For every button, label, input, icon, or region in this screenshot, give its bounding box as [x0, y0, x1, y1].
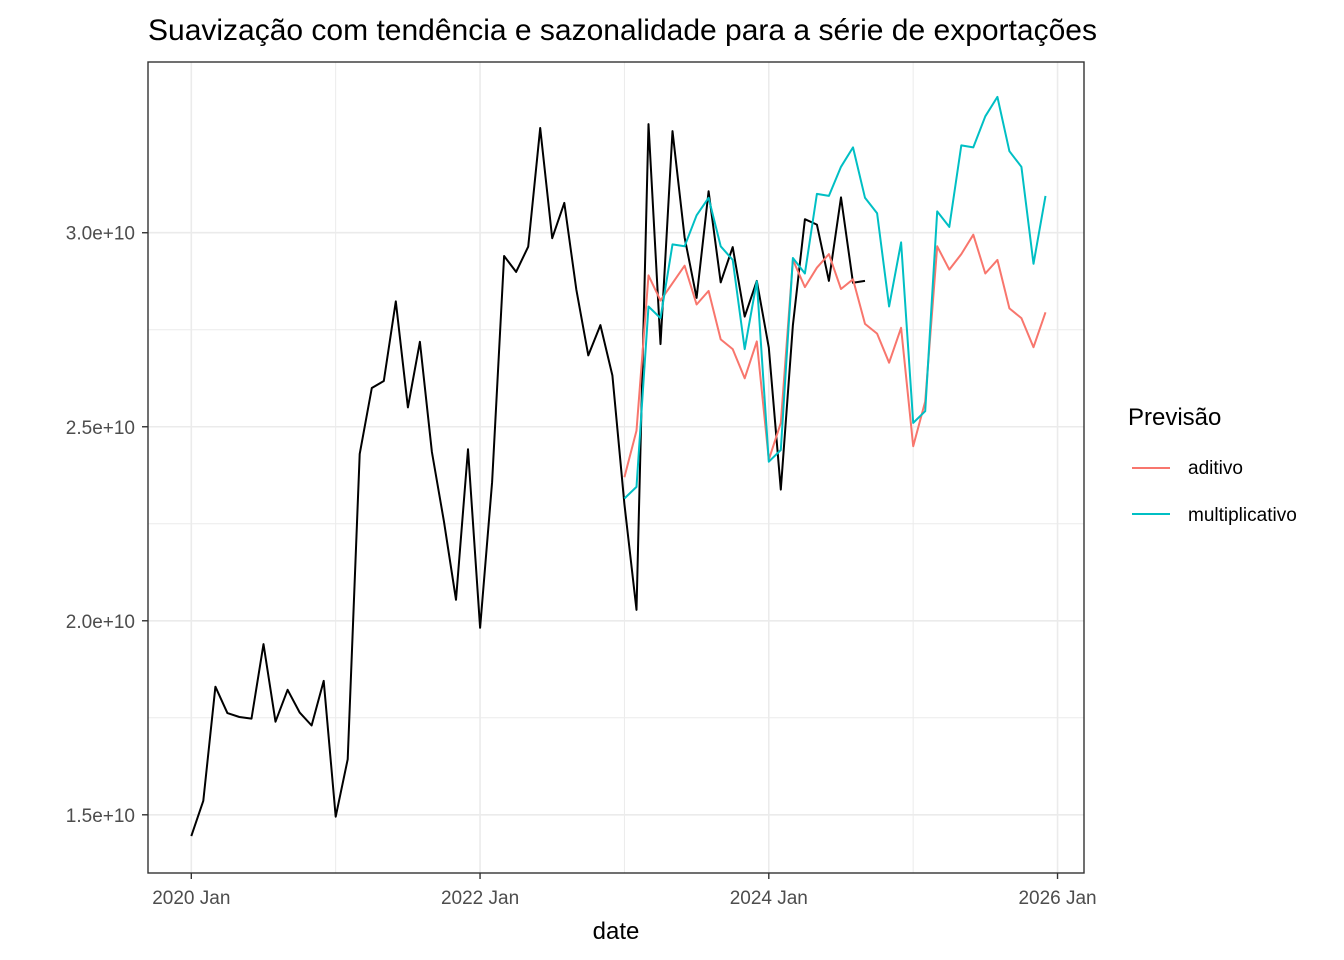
- y-tick-label: 3.0e+10: [66, 224, 135, 245]
- legend-label-aditivo: aditivo: [1188, 458, 1243, 479]
- plot-area: 1.5e+10 2.0e+10 2.5e+10 3.0e+10 2020 Jan 2022…: [66, 61, 1097, 909]
- y-tick-label: 2.5e+10: [66, 418, 135, 439]
- panel-border: [147, 61, 1085, 874]
- x-tick-label: 2022 Jan: [441, 888, 519, 909]
- legend-label-multiplicativo: multiplicativo: [1188, 505, 1297, 526]
- x-tick-label: 2020 Jan: [152, 888, 230, 909]
- legend: Previsão aditivo multiplicativo: [1128, 404, 1297, 526]
- x-tick-label: 2026 Jan: [1018, 888, 1096, 909]
- series-line-observado: [190, 123, 866, 837]
- series-line-aditivo: [623, 233, 1047, 478]
- legend-title: Previsão: [1128, 404, 1221, 431]
- chart-title: Suavização com tendência e sazonalidade …: [148, 14, 1097, 47]
- y-tick-label: 1.5e+10: [66, 806, 135, 827]
- y-tick-label: 2.0e+10: [66, 612, 135, 633]
- x-axis-title: date: [593, 918, 640, 945]
- series-line-multiplicativo: [623, 95, 1047, 500]
- x-tick-label: 2024 Jan: [730, 888, 808, 909]
